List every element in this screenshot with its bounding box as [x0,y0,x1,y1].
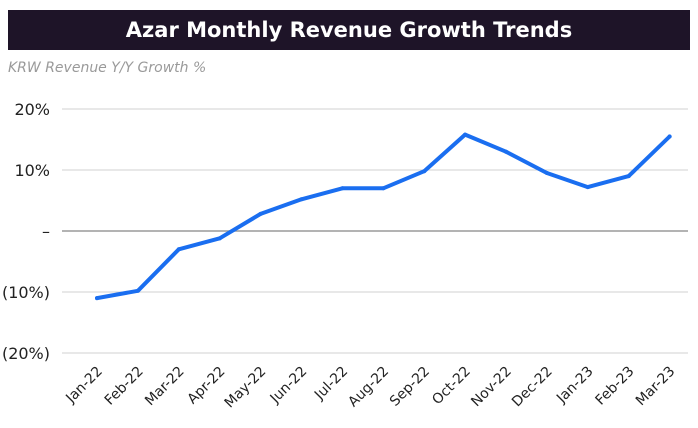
y-tick-label: 20% [14,100,50,119]
data-point [340,186,345,191]
data-point [135,288,140,293]
data-point [504,149,508,154]
x-tick-label: Mar-23 [633,364,679,410]
data-point [299,197,304,202]
data-point [176,247,181,252]
data-point [381,186,386,191]
x-tick-label: Dec-22 [509,364,556,411]
x-tick-label: Mar-22 [142,364,188,410]
y-tick-label: (20%) [2,344,50,363]
data-point [95,296,99,301]
data-point [626,174,631,179]
chart-subtitle: KRW Revenue Y/Y Growth % [8,60,207,76]
chart-title-bar: Azar Monthly Revenue Growth Trends [8,10,690,50]
series-line [95,132,672,301]
x-tick-label: Jul-22 [311,364,351,404]
data-point [258,211,263,216]
x-tick-label: Jun-22 [267,364,311,408]
x-tick-label: Jan-23 [553,364,596,407]
x-tick-label: Aug-22 [345,364,392,411]
x-tick-label: May-22 [222,364,270,412]
x-tick-label: Oct-22 [429,364,474,409]
data-point [544,171,549,176]
data-point [667,134,672,139]
x-tick-label: Sep-22 [387,364,433,410]
data-point [585,185,590,190]
x-tick-label: Feb-22 [102,364,147,409]
y-tick-label: (10%) [2,283,50,302]
chart-title: Azar Monthly Revenue Growth Trends [125,18,573,42]
data-point [217,236,222,241]
y-tick-label: – [42,222,50,241]
data-point [422,169,427,174]
x-tick-label: Jan-22 [62,364,105,407]
data-point [463,132,468,137]
y-tick-label: 10% [14,161,50,180]
x-tick-label: Nov-22 [468,364,515,411]
x-tick-label: Feb-23 [593,364,638,409]
